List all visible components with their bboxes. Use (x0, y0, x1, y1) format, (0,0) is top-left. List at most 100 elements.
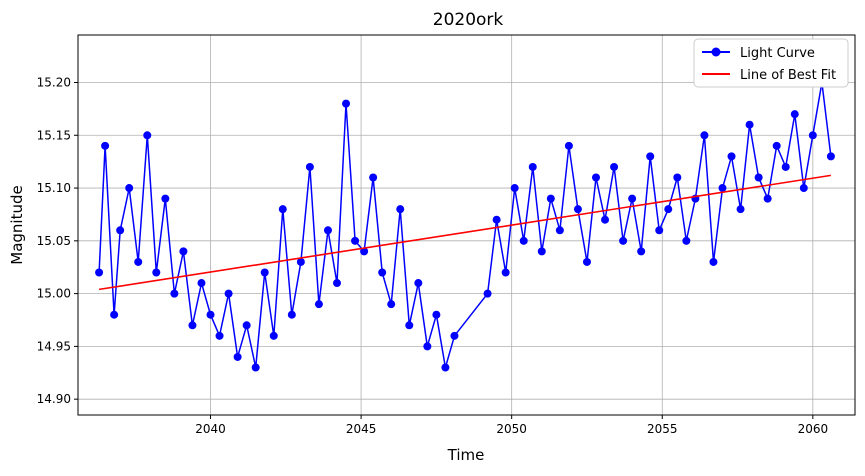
light-curve-point (501, 268, 510, 277)
x-tick-label: 2055 (647, 422, 678, 436)
light-curve-point (296, 257, 305, 266)
light-curve-point (736, 205, 745, 214)
light-curve-point (492, 215, 501, 224)
light-curve-point (727, 152, 736, 161)
light-curve-point (573, 205, 582, 214)
light-curve-point (134, 257, 143, 266)
light-curve-point (754, 173, 763, 182)
light-curve-point (664, 205, 673, 214)
light-curve-point (450, 331, 459, 340)
light-curve-point (826, 152, 835, 161)
light-curve-point (278, 205, 287, 214)
legend: Light Curve Line of Best Fit (693, 38, 849, 88)
light-curve-point (637, 247, 646, 256)
light-curve-point (682, 236, 691, 245)
light-curve-point (519, 236, 528, 245)
light-curve-point (152, 268, 161, 277)
light-curve-point (143, 131, 152, 140)
light-curve-point (260, 268, 269, 277)
y-tick-label: 14.95 (37, 339, 71, 353)
light-curve-point (610, 162, 619, 171)
light-curve-point (718, 184, 727, 193)
light-curve-point (432, 310, 441, 319)
light-curve-point (387, 300, 396, 309)
light-curve-point (242, 321, 251, 330)
light-curve-point (101, 141, 110, 150)
light-curve-point (441, 363, 450, 372)
light-curve-point (709, 257, 718, 266)
plot-area (95, 78, 835, 372)
light-curve-point (601, 215, 610, 224)
x-axis-label: Time (447, 446, 485, 464)
light-curve-point (215, 331, 224, 340)
light-curve-point (206, 310, 215, 319)
y-tick-label: 15.00 (37, 287, 71, 301)
light-curve-line (98, 82, 832, 368)
x-tick-label: 2045 (346, 422, 377, 436)
legend-label-light-curve: Light Curve (740, 46, 815, 61)
light-curve-point (619, 236, 628, 245)
light-curve-point (110, 310, 119, 319)
light-curve-point (360, 247, 369, 256)
y-tick-label: 15.10 (37, 181, 71, 195)
light-curve-point (224, 289, 233, 298)
y-tick-label: 14.90 (37, 392, 71, 406)
light-curve-point (414, 279, 423, 288)
y-tick-label: 15.15 (37, 128, 71, 142)
light-curve-point (799, 184, 808, 193)
light-curve-point (528, 162, 537, 171)
light-curve-point (125, 184, 134, 193)
light-curve-point (233, 352, 242, 361)
light-curve-point (116, 226, 125, 235)
y-tick-label: 15.05 (37, 234, 71, 248)
light-curve-point (546, 194, 555, 203)
light-curve-point (251, 363, 260, 372)
light-curve-point (378, 268, 387, 277)
light-curve-point (564, 141, 573, 150)
light-curve-point (772, 141, 781, 150)
light-curve-point (95, 268, 104, 277)
light-curve-point (592, 173, 600, 182)
light-curve-point (790, 110, 799, 119)
light-curve-point (655, 226, 664, 235)
light-curve-point (170, 289, 179, 298)
x-tick-label: 2040 (195, 422, 226, 436)
legend-marker-light-curve (711, 47, 721, 57)
light-curve-point (269, 331, 278, 340)
light-curve-point (351, 236, 360, 245)
axes-frame (77, 34, 856, 416)
x-axis-ticks: 2040 2045 2050 2055 2060 (195, 415, 828, 436)
light-curve-point (673, 173, 682, 182)
x-tick-label: 2050 (496, 422, 527, 436)
light-curve-point (405, 321, 414, 330)
y-axis-label: Magnitude (8, 185, 26, 264)
legend-box (693, 38, 849, 88)
light-curve-point (700, 131, 709, 140)
light-curve-point (423, 342, 432, 351)
light-curve-point (369, 173, 378, 182)
light-curve-point (537, 247, 546, 256)
light-curve-point (628, 194, 637, 203)
light-curve-point (188, 321, 197, 330)
light-curve-point (646, 152, 655, 161)
chart-title: 2020ork (433, 10, 504, 30)
light-curve-point (510, 184, 519, 193)
light-curve-point (396, 205, 405, 214)
light-curve-point (342, 99, 351, 108)
light-curve-point (808, 131, 817, 140)
light-curve-point (287, 310, 296, 319)
light-curve-point (161, 194, 170, 203)
light-curve-point (179, 247, 188, 256)
light-curve-point (745, 120, 754, 129)
light-curve-point (314, 300, 323, 309)
best-fit-line (98, 174, 832, 291)
y-axis-ticks: 14.90 14.95 15.00 15.05 15.10 15.15 15.20 (37, 76, 78, 406)
y-tick-label: 15.20 (37, 76, 71, 90)
x-tick-label: 2060 (798, 422, 829, 436)
light-curve-point (555, 226, 564, 235)
light-curve-point (197, 279, 206, 288)
light-curve-point (781, 162, 790, 171)
light-curve-point (483, 289, 492, 298)
